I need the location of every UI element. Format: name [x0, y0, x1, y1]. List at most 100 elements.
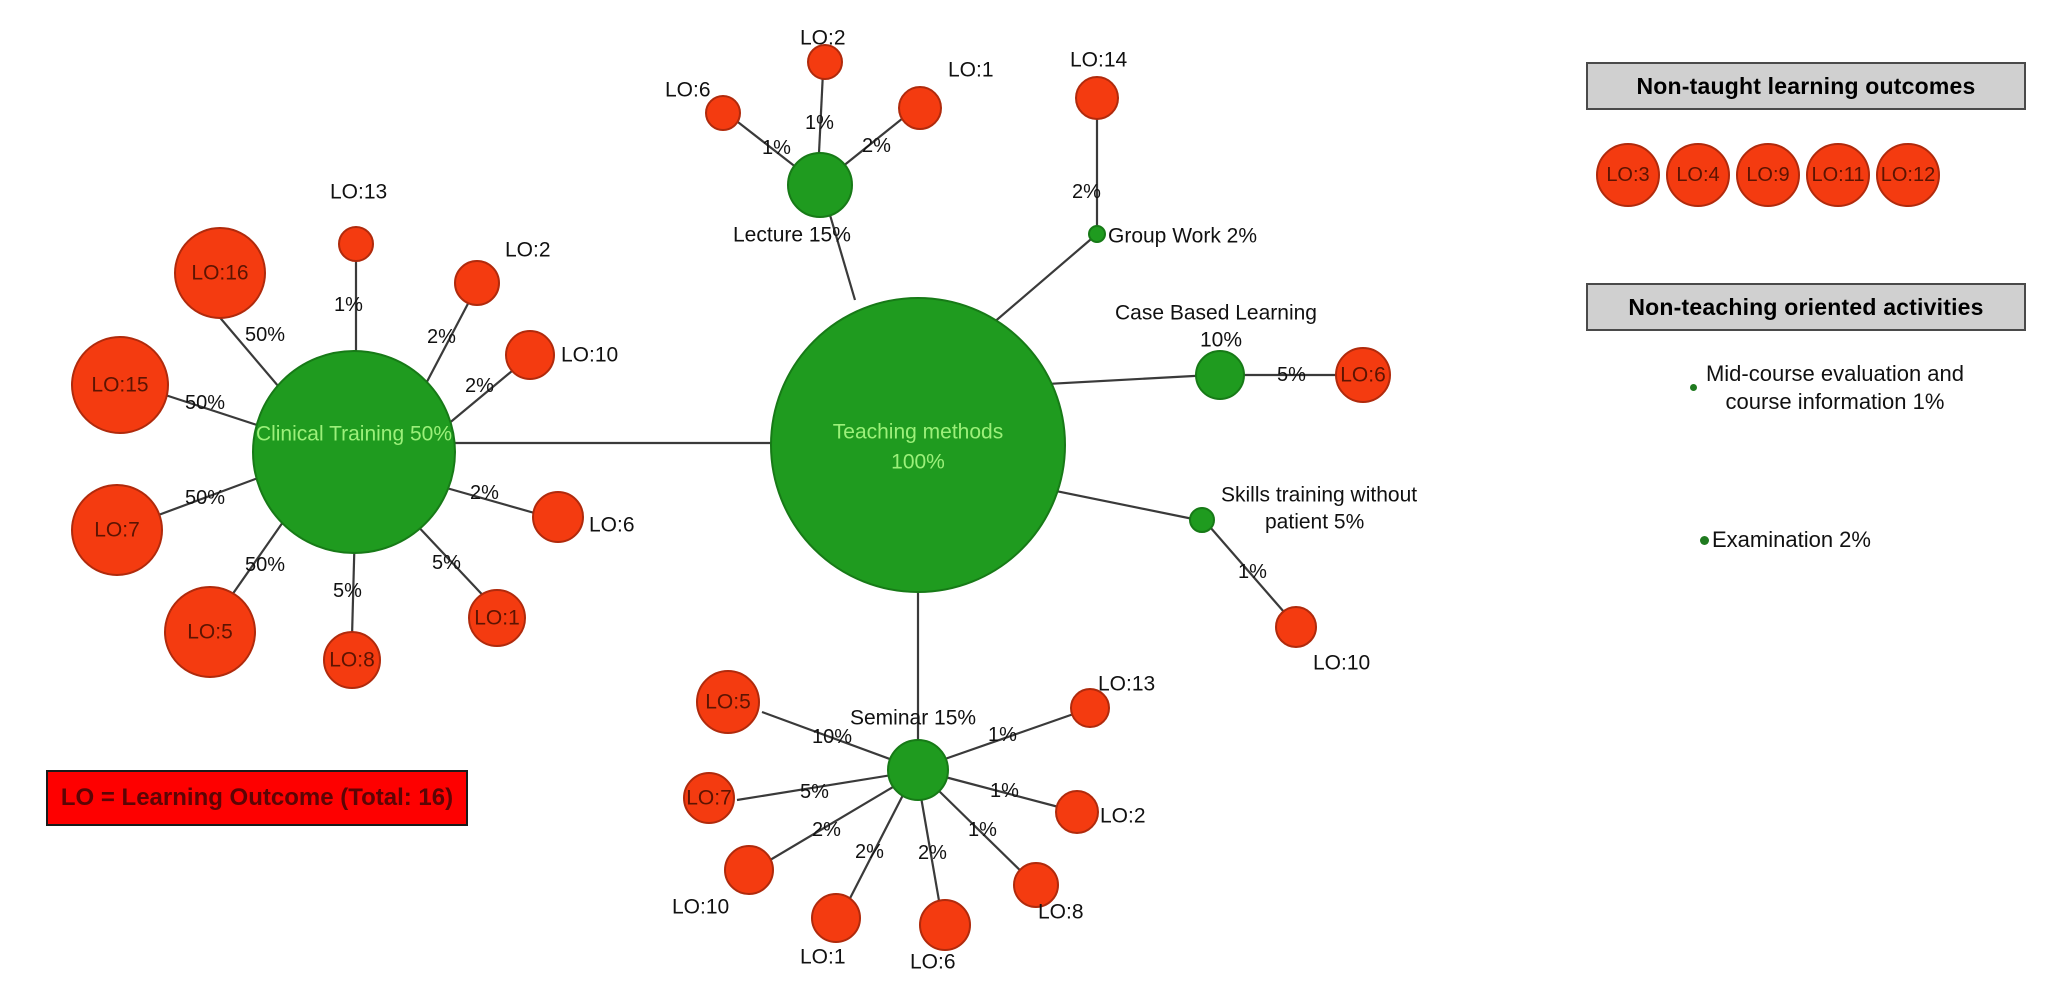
- lecture-lo-2-label: LO:2: [800, 27, 846, 50]
- node-lecture-lo-2[interactable]: LO:2: [800, 27, 846, 80]
- st-lo-10-label: LO:10: [1313, 652, 1370, 675]
- clinical-training-label: Clinical Training 50%: [256, 423, 452, 446]
- edge-sem-lo10: [759, 786, 894, 867]
- lo-13-label: LO:13: [330, 181, 387, 204]
- lo-6-label: LO:6: [589, 514, 635, 537]
- lo-16-label: LO:16: [191, 262, 248, 285]
- edge-root-groupwork: [984, 233, 1098, 331]
- pct-sem-lo13: 1%: [988, 724, 1017, 746]
- non-teaching-legend-title: Non-teaching oriented activities: [1586, 283, 2026, 331]
- node-sem-lo-7[interactable]: LO:7: [683, 772, 735, 824]
- pct-sem-lo10: 2%: [812, 819, 841, 841]
- edge-sem-lo8: [937, 789, 1031, 881]
- case-based-learning-label-line2: 10%: [1200, 329, 1242, 352]
- edge-sem-lo1: [843, 794, 904, 911]
- pct-lec-lo1: 2%: [862, 135, 891, 157]
- node-sem-lo-10[interactable]: LO:10: [672, 845, 774, 919]
- node-skills-training[interactable]: Skills training without patient 5%: [1189, 484, 1417, 534]
- node-clinical-training[interactable]: Clinical Training 50%: [252, 350, 456, 554]
- activity-midcourse-label: Mid-course evaluation and course informa…: [1705, 361, 1965, 414]
- pct-sem-lo8: 1%: [968, 819, 997, 841]
- pct-cbl-lo6: 5%: [1277, 364, 1306, 386]
- node-teaching-methods[interactable]: Teaching methods 100%: [770, 297, 1066, 593]
- lo-2-label: LO:2: [505, 239, 551, 262]
- skills-training-leaves: LO:10 1%: [1238, 561, 1370, 675]
- pct-ct-lo15: 50%: [185, 392, 225, 414]
- node-seminar[interactable]: Seminar 15%: [850, 707, 976, 801]
- node-lo-6[interactable]: LO:6: [532, 491, 635, 543]
- lecture-label: Lecture 15%: [733, 224, 851, 247]
- pct-sem-lo5: 10%: [812, 726, 852, 748]
- pct-sem-lo2: 1%: [990, 780, 1019, 802]
- list-item[interactable]: LO:3: [1596, 143, 1660, 207]
- seminar-label: Seminar 15%: [850, 707, 976, 730]
- edge-ct-lo15: [149, 388, 258, 427]
- node-group-work[interactable]: Group Work 2%: [1088, 225, 1257, 248]
- node-lo-7[interactable]: LO:7: [71, 484, 163, 576]
- pct-lec-lo2: 1%: [805, 112, 834, 134]
- edge-sem-lo6: [919, 796, 944, 919]
- list-item[interactable]: LO:9: [1736, 143, 1800, 207]
- node-sem-lo-2[interactable]: LO:2: [1055, 790, 1146, 834]
- node-lo-13[interactable]: LO:13: [330, 181, 387, 262]
- pct-ct-lo2: 2%: [427, 326, 456, 348]
- group-work-label: Group Work 2%: [1108, 225, 1257, 248]
- list-item[interactable]: LO:12: [1876, 143, 1940, 207]
- list-item[interactable]: LO:11: [1806, 143, 1870, 207]
- pct-gw-lo14: 2%: [1072, 181, 1101, 203]
- edge-ct-lo10: [446, 365, 519, 426]
- lo-10-label: LO:10: [561, 344, 618, 367]
- clinical-training-leaves: LO:16 LO:15 LO:7 LO:5 LO:13 LO:2: [71, 181, 635, 689]
- activity-examination: Examination 2%: [1700, 527, 1871, 553]
- node-lo-16[interactable]: LO:16: [174, 227, 266, 319]
- sem-lo-7-label: LO:7: [686, 787, 732, 810]
- pct-ct-lo16: 50%: [245, 324, 285, 346]
- node-sem-lo-1[interactable]: LO:1: [800, 893, 861, 969]
- node-lecture-lo-1[interactable]: LO:1: [898, 59, 994, 130]
- cbl-lo-6-label: LO:6: [1340, 364, 1386, 387]
- node-lo-5[interactable]: LO:5: [164, 586, 256, 678]
- pct-ct-lo7: 50%: [185, 487, 225, 509]
- lo-7-label: LO:7: [94, 519, 140, 542]
- lecture-edges: [733, 71, 909, 169]
- lecture-leaves: LO:6 LO:2 LO:1 1% 1% 2%: [665, 27, 994, 160]
- node-lo-2[interactable]: LO:2: [454, 239, 551, 306]
- node-sem-lo-8[interactable]: LO:8: [1013, 862, 1084, 924]
- edge-lec-lo6: [733, 118, 798, 169]
- teaching-methods-label-line2: 100%: [891, 451, 945, 474]
- list-item[interactable]: LO:4: [1666, 143, 1730, 207]
- node-lo-8[interactable]: LO:8: [323, 631, 381, 689]
- edge-sem-lo5: [761, 710, 899, 764]
- sem-lo-1-label: LO:1: [800, 946, 846, 969]
- node-sem-lo-6[interactable]: LO:6: [910, 899, 971, 974]
- node-case-based-learning[interactable]: Case Based Learning 10%: [1115, 302, 1317, 400]
- edge-sem-lo2: [944, 775, 1071, 812]
- lo-5-label: LO:5: [187, 621, 233, 644]
- pct-ct-lo10: 2%: [465, 375, 494, 397]
- node-st-lo-10[interactable]: LO:10: [1275, 606, 1370, 675]
- node-lecture-lo-6[interactable]: LO:6: [665, 79, 741, 131]
- sem-lo-5-label: LO:5: [705, 691, 751, 714]
- node-lecture[interactable]: Lecture 15%: [733, 152, 853, 247]
- node-sem-lo-5[interactable]: LO:5: [696, 670, 760, 734]
- teaching-methods-label-line1: Teaching methods: [833, 421, 1003, 444]
- node-lo-15[interactable]: LO:15: [71, 336, 169, 434]
- node-gw-lo-14[interactable]: LO:14: [1070, 49, 1128, 120]
- edge-lec-lo1: [841, 113, 909, 168]
- node-lo-10[interactable]: LO:10: [505, 330, 618, 380]
- lecture-lo-1-label: LO:1: [948, 59, 994, 82]
- green-dot-icon: [1700, 535, 1709, 545]
- lecture-lo-6-label: LO:6: [665, 79, 711, 102]
- node-cbl-lo-6[interactable]: LO:6: [1335, 347, 1391, 403]
- green-dot-icon: [1690, 384, 1697, 392]
- pct-ct-lo8: 5%: [333, 580, 362, 602]
- node-sem-lo-13[interactable]: LO:13: [1070, 673, 1155, 728]
- non-taught-legend-title: Non-taught learning outcomes: [1586, 62, 2026, 110]
- edge-ct-lo7: [144, 476, 259, 522]
- edge-ct-lo2: [419, 295, 473, 396]
- lo-15-label: LO:15: [91, 374, 148, 397]
- skills-training-label-line1: Skills training without: [1221, 484, 1417, 507]
- skills-training-label-line2: patient 5%: [1265, 511, 1364, 534]
- pct-ct-lo6: 2%: [470, 482, 499, 504]
- node-lo-1[interactable]: LO:1: [468, 589, 526, 647]
